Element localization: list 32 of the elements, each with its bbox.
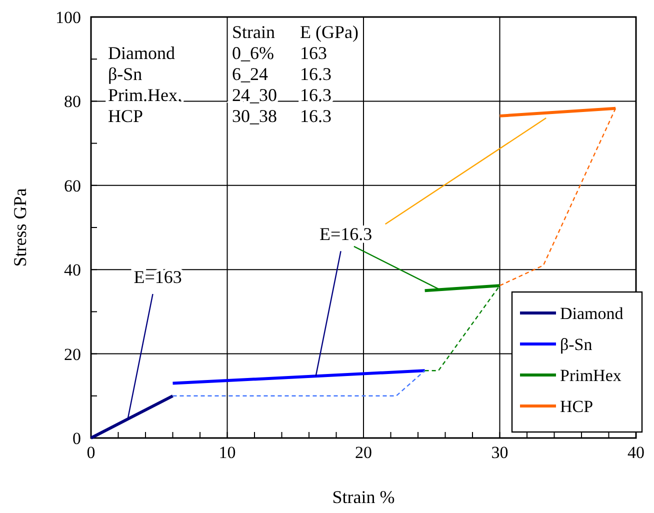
y-tick-label: 80 [64, 92, 81, 112]
annotation: Diamond [108, 43, 175, 63]
annotation: 16.3 [300, 85, 332, 105]
annotation: Strain [232, 22, 275, 42]
annotation: 24_30 [232, 85, 277, 105]
annotation: β-Sn [108, 64, 142, 84]
annotation: 16.3 [300, 64, 332, 84]
annotation: 6_24 [232, 64, 268, 84]
x-tick-label: 10 [218, 443, 236, 462]
annotation: 16.3 [300, 106, 332, 126]
annotation: 0_6% [232, 43, 274, 63]
annotation: 163 [300, 43, 327, 63]
annotation: HCP [108, 106, 144, 126]
x-tick-label: 40 [628, 443, 644, 462]
annotation: E=163 [134, 267, 182, 288]
y-tick-label: 100 [56, 8, 81, 27]
annotation: E (GPa) [300, 22, 358, 42]
y-tick-label: 0 [72, 429, 81, 448]
x-axis-title: Strain % [332, 487, 395, 507]
x-tick-label: 0 [86, 443, 96, 462]
y-axis-title: Stress GPa [10, 188, 30, 267]
annotation: 30_38 [232, 106, 277, 126]
legend-label: PrimHex [560, 366, 622, 385]
y-tick-label: 40 [64, 260, 81, 280]
legend-label: HCP [560, 397, 594, 416]
x-tick-label: 30 [491, 443, 508, 462]
y-tick-label: 60 [64, 176, 81, 196]
x-tick-label: 20 [355, 443, 372, 462]
legend-label: Diamond [560, 304, 624, 323]
y-tick-label: 20 [64, 344, 81, 364]
legend-label: β-Sn [560, 335, 593, 354]
annotation: Prim.Hex. [108, 85, 182, 105]
